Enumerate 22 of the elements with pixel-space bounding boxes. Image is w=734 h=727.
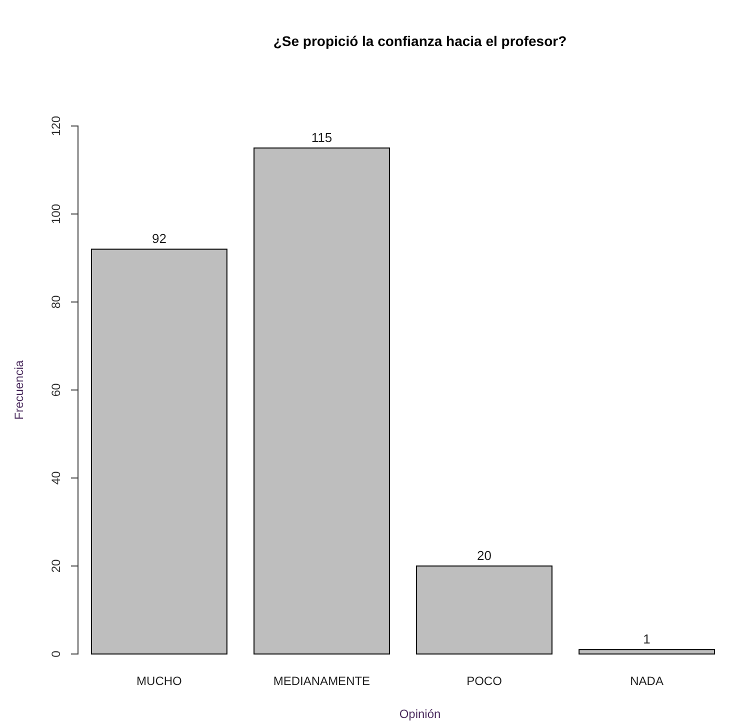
data-label: 92 xyxy=(152,231,166,246)
data-label: 115 xyxy=(311,130,332,145)
y-axis-title: Frecuencia xyxy=(12,360,26,420)
x-axis-title: Opinión xyxy=(399,707,441,721)
y-tick-label: 0 xyxy=(49,650,63,658)
bar xyxy=(90,248,228,654)
data-label: 1 xyxy=(643,632,650,647)
x-tick-label: MEDIANAMENTE xyxy=(273,674,370,688)
bar xyxy=(254,148,390,654)
bar xyxy=(578,649,716,654)
data-label: 20 xyxy=(477,548,492,563)
chart-title: ¿Se propició la confianza hacia el profesor? xyxy=(273,33,567,49)
x-tick-label: MUCHO xyxy=(136,674,182,688)
y-tick-label: 120 xyxy=(49,116,63,136)
x-tick-label: NADA xyxy=(630,674,664,688)
y-tick-label: 100 xyxy=(49,204,63,224)
y-tick-label: 40 xyxy=(49,471,63,485)
y-tick-label: 20 xyxy=(49,559,63,573)
x-tick-label: POCO xyxy=(466,674,502,688)
y-tick-label: 60 xyxy=(49,383,63,397)
bar xyxy=(416,566,552,654)
y-tick-label: 80 xyxy=(49,295,63,309)
